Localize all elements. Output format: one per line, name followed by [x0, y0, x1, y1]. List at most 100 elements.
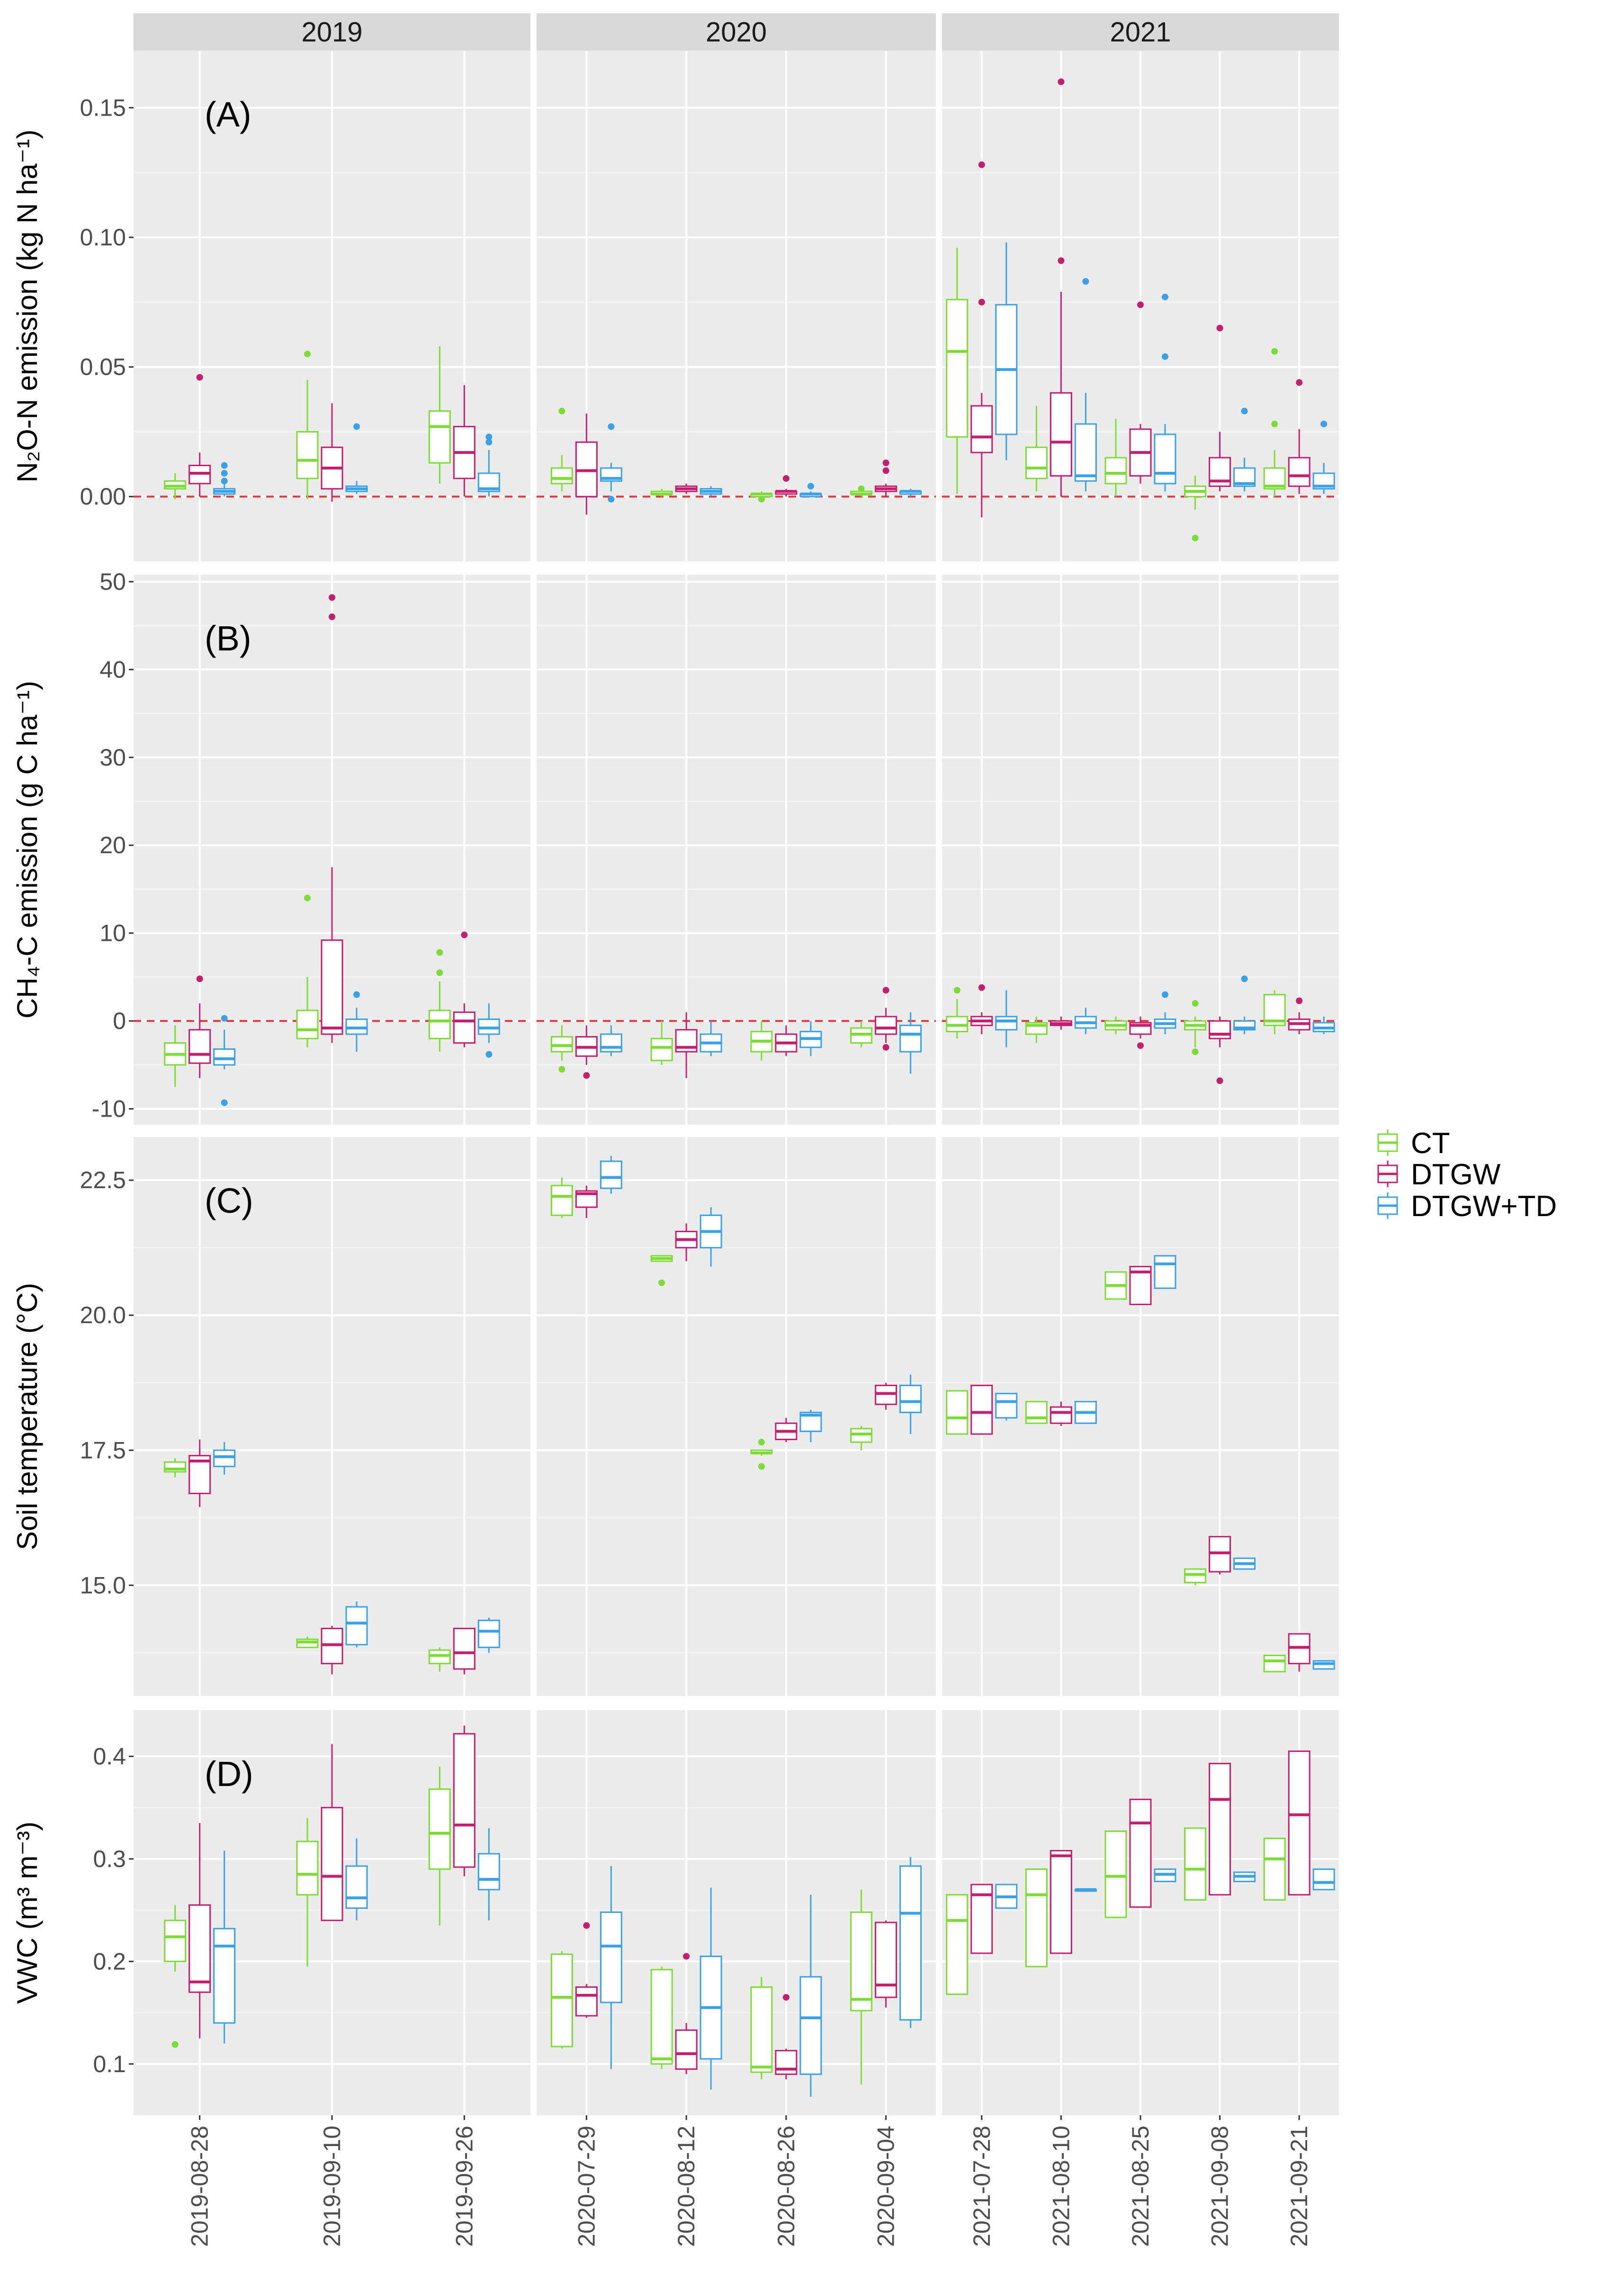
y-tick-label: 0.15	[80, 94, 126, 121]
outlier-point	[1241, 407, 1248, 415]
boxplot-dtgw-2020-09-04	[875, 987, 897, 1051]
x-tick-label: 2020-08-12	[673, 2126, 700, 2247]
outlier-point	[583, 1072, 590, 1079]
boxplot-ct-2019-08-28	[164, 1025, 187, 1087]
outlier-point	[304, 894, 311, 902]
y-tick-label: 15.0	[80, 1572, 126, 1598]
box-iqr	[296, 1840, 319, 1896]
outlier-point	[1162, 293, 1168, 300]
boxplot-dtgw-2020-09-04	[875, 1382, 897, 1410]
box-iqr	[296, 431, 319, 479]
outlier-point	[1271, 420, 1278, 427]
box-iqr	[1184, 1827, 1207, 1901]
boxplot-dtgw-td-2020-08-12	[700, 486, 722, 497]
boxplot-ct-2021-08-10	[1025, 1868, 1048, 1967]
boxplot-dtgw-td-2020-08-12	[700, 1887, 722, 2090]
box-iqr	[213, 1048, 236, 1066]
boxplot-dtgw-2021-07-28	[970, 984, 993, 1034]
box-iqr	[1050, 1850, 1072, 1954]
box-iqr	[1154, 433, 1176, 485]
boxplot-ct-2021-09-08	[1184, 1827, 1207, 1901]
x-tick-label: 2020-09-04	[873, 2126, 899, 2247]
boxplot-ct-2020-08-26	[750, 1976, 773, 2080]
legend-label: DTGW+TD	[1411, 1190, 1557, 1223]
y-tick-label: 0	[113, 1008, 126, 1034]
box-iqr	[345, 1606, 368, 1646]
boxplot-dtgw-2021-08-10	[1050, 1850, 1072, 1954]
x-tick-label: 2021-08-25	[1127, 2126, 1154, 2247]
boxplot-dtgw-td-2019-09-10	[345, 1601, 368, 1648]
outlier-point	[807, 483, 814, 490]
outlier-point	[461, 931, 468, 938]
box-iqr	[477, 1619, 500, 1648]
outlier-point	[329, 594, 335, 601]
boxplot-dtgw-2021-08-10	[1050, 1401, 1072, 1426]
panel-b: -10 0 10 20 30 40 50 (B)	[92, 568, 1339, 1125]
box-iqr	[1263, 1838, 1286, 1901]
boxplot-ct-2020-09-04	[850, 485, 873, 497]
boxplot-dtgw-2021-08-10	[1050, 78, 1072, 497]
boxplot-dtgw-2019-08-28	[188, 975, 211, 1078]
boxplot-ct-2019-09-26	[428, 346, 451, 484]
outlier-point	[882, 467, 889, 474]
boxplot-dtgw-2020-08-26	[775, 1994, 798, 2080]
outlier-point	[436, 969, 443, 976]
box-iqr	[775, 2050, 798, 2075]
boxplot-ct-2021-08-10	[1025, 1401, 1048, 1424]
boxplot-ct-2020-08-12	[650, 1255, 673, 1286]
boxplot-dtgw-2019-09-26	[453, 1627, 476, 1675]
outlier-point	[882, 1044, 889, 1051]
boxplot-dtgw-2021-08-25	[1129, 1798, 1152, 1908]
outlier-point	[221, 1015, 228, 1022]
box-iqr	[164, 1920, 187, 1962]
boxplot-dtgw-td-2020-09-04	[899, 1857, 922, 2029]
boxplot-dtgw-2020-08-26	[775, 475, 798, 497]
outlier-point	[1058, 78, 1065, 85]
boxplot-dtgw-2021-07-28	[970, 1884, 993, 1954]
boxplot-dtgw-td-2020-07-29	[600, 1155, 622, 1194]
y-tick-label: 20	[99, 832, 126, 858]
boxplot-dtgw-2019-09-26	[453, 931, 476, 1047]
boxplot-dtgw-td-2021-07-28	[995, 1393, 1018, 1421]
y-tick-label: 0.10	[80, 224, 126, 251]
boxplot-dtgw-2021-09-08	[1209, 1016, 1231, 1084]
boxplot-dtgw-td-2020-08-12	[700, 1021, 722, 1056]
boxplot-dtgw-td-2021-08-25	[1154, 1868, 1176, 1882]
boxplot-dtgw-td-2021-08-25	[1154, 293, 1176, 492]
outlier-point	[485, 433, 493, 441]
y-tick-label: 30	[99, 744, 126, 771]
box-iqr	[675, 2029, 698, 2070]
boxplot-ct-2021-07-28	[946, 1894, 969, 1995]
boxplot-dtgw-2021-08-10	[1050, 1016, 1072, 1030]
box-iqr	[296, 1010, 319, 1039]
box-iqr	[1288, 457, 1310, 487]
outlier-point	[1320, 420, 1328, 427]
legend-item-ct: CT	[1377, 1127, 1450, 1160]
box-iqr	[575, 1986, 598, 2017]
outlier-point	[978, 161, 985, 168]
box-iqr	[428, 1010, 451, 1039]
boxplot-ct-2019-08-28	[164, 473, 187, 499]
boxplot-ct-2020-07-29	[550, 1177, 573, 1218]
box-iqr	[550, 1185, 573, 1216]
y-axis-label: Soil temperature (°C)	[11, 1283, 43, 1550]
boxplot-dtgw-td-2021-09-08	[1233, 1557, 1256, 1570]
outlier-point	[1137, 1042, 1144, 1049]
boxplot-dtgw-td-2019-09-10	[345, 991, 368, 1052]
boxplot-ct-2020-07-29	[550, 407, 573, 492]
box-iqr	[1025, 1401, 1048, 1424]
y-tick-label: 0.05	[80, 354, 126, 380]
outlier-point	[558, 407, 565, 415]
outlier-point	[353, 991, 360, 998]
panel-background	[537, 1137, 936, 1696]
boxplot-dtgw-td-2021-09-21	[1312, 1868, 1335, 1891]
boxplot-dtgw-2019-09-10	[321, 403, 343, 502]
box-iqr	[1025, 446, 1048, 479]
box-iqr	[995, 1016, 1018, 1031]
outlier-point	[221, 478, 228, 485]
box-iqr	[899, 1865, 922, 2021]
boxplot-ct-2021-08-25	[1104, 1271, 1127, 1300]
boxplot-dtgw-2019-09-10	[321, 1744, 343, 1921]
outlier-point	[1296, 379, 1303, 386]
boxplot-dtgw-2019-08-28	[188, 374, 211, 497]
